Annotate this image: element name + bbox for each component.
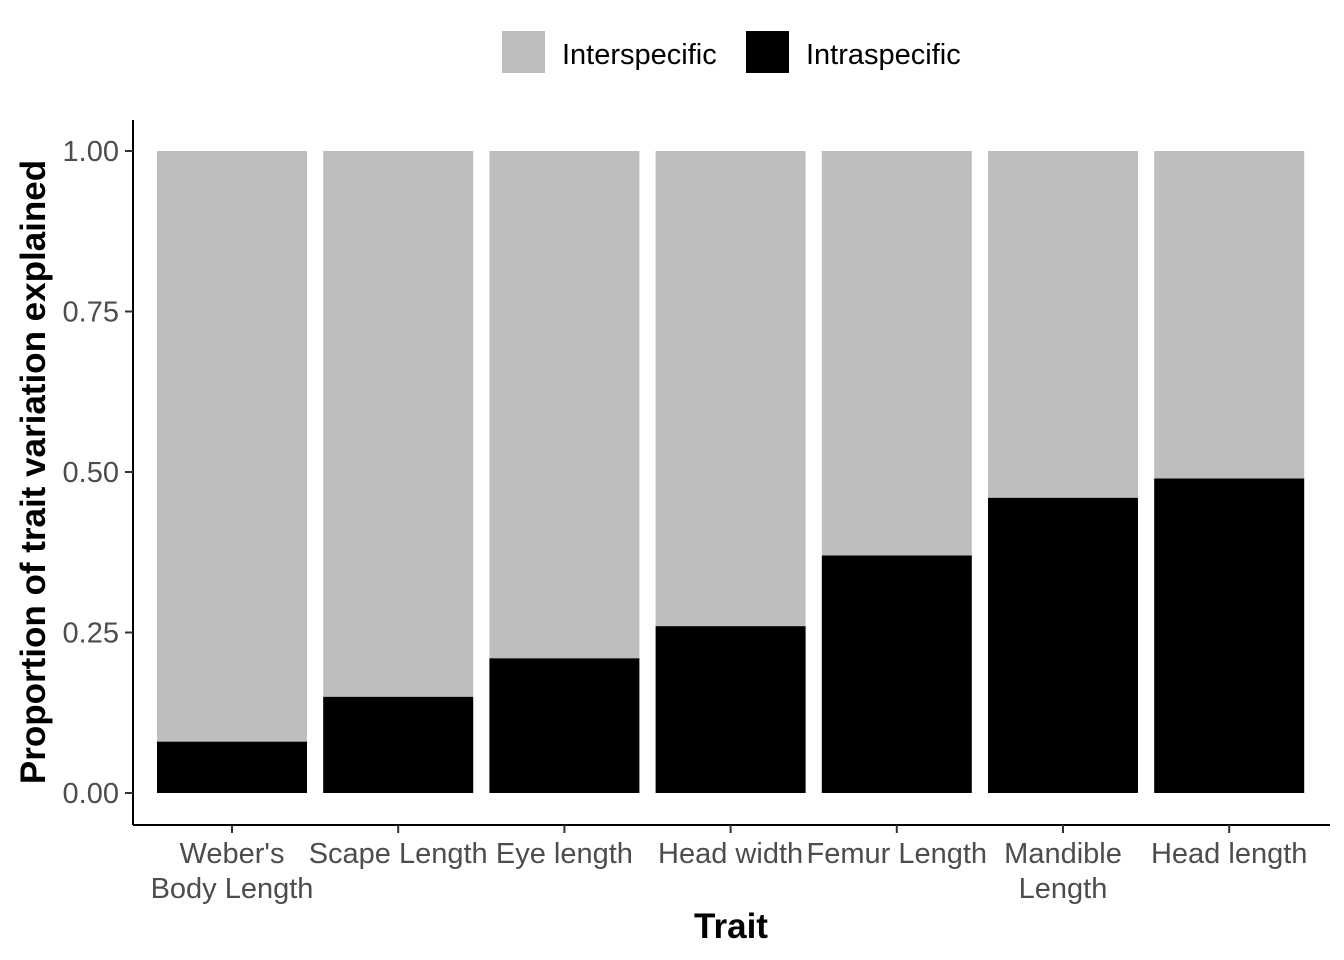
axes-group: 0.00 0.25 0.50 0.75 1.00 Weber's Body LengthSc… — [63, 120, 1330, 905]
y-tick-label: 0.75 — [63, 297, 119, 329]
bar-intraspecific-3 — [489, 658, 640, 793]
bar-interspecific-7 — [1154, 151, 1305, 479]
y-tick-label: 1.00 — [63, 136, 119, 168]
bar-interspecific-3 — [489, 151, 640, 659]
legend-key-interspecific — [502, 31, 545, 73]
bar-intraspecific-2 — [323, 696, 474, 793]
bar-interspecific-2 — [323, 151, 474, 697]
legend-label-intraspecific: Intraspecific — [806, 39, 961, 71]
bar-interspecific-4 — [655, 151, 806, 627]
y-axis-title: Proportion of trait variation explained — [14, 160, 53, 784]
x-axis-title: Trait — [694, 907, 768, 946]
x-tick-label: Mandible Length — [1004, 838, 1122, 905]
bar-intraspecific-4 — [655, 626, 806, 793]
bar-intraspecific-5 — [821, 555, 972, 793]
y-tick-label: 0.50 — [63, 457, 119, 489]
x-tick-label: Femur Length — [807, 838, 988, 870]
x-tick-label: Head length — [1151, 838, 1307, 870]
x-tick-label: Scape Length — [309, 838, 488, 870]
x-tick-label: Head width — [658, 838, 803, 870]
legend: Interspecific Intraspecific — [502, 31, 961, 73]
bar-intraspecific-6 — [988, 497, 1138, 793]
x-tick-label: Weber's Body Length — [151, 838, 314, 905]
legend-label-interspecific: Interspecific — [562, 39, 717, 71]
y-tick-label: 0.00 — [63, 778, 119, 810]
bar-interspecific-6 — [988, 151, 1138, 498]
legend-key-intraspecific — [746, 31, 789, 73]
bar-interspecific-1 — [157, 151, 307, 742]
bar-interspecific-5 — [821, 151, 972, 556]
bars-group — [157, 151, 1305, 793]
x-tick-label: Eye length — [496, 838, 633, 870]
y-tick-label: 0.25 — [63, 618, 119, 650]
bar-intraspecific-1 — [157, 741, 307, 793]
bar-intraspecific-7 — [1154, 478, 1305, 793]
